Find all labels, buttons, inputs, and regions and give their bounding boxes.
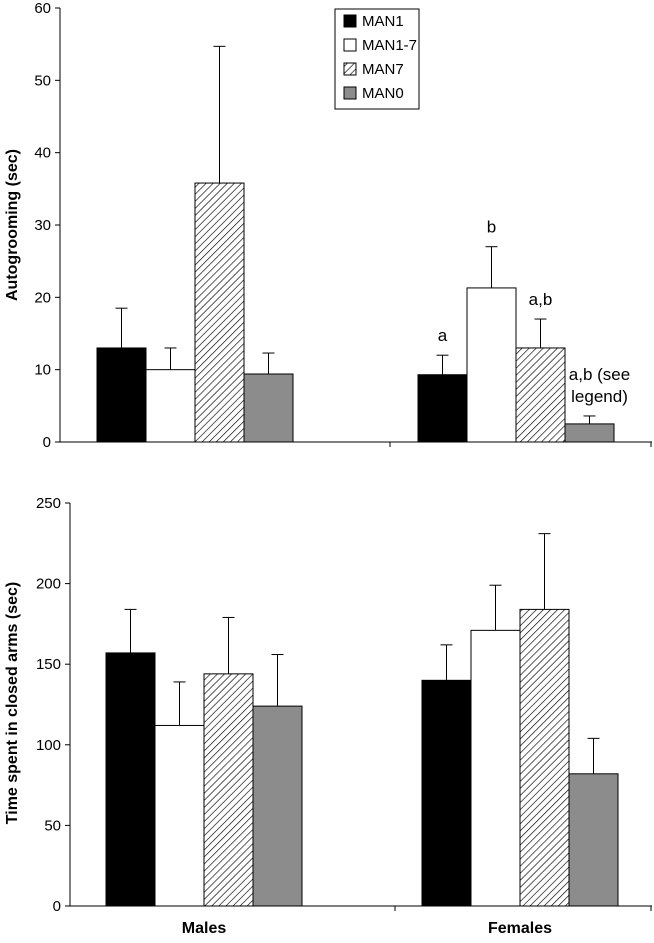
autogrooming-annotations: a b a,b a,b (see legend)	[438, 218, 630, 406]
closed-arms-bar-man0-females	[568, 773, 619, 907]
annotation-line: a	[438, 326, 448, 345]
legend-swatch-man17	[343, 38, 357, 52]
autogrooming-y-tick-label: 60	[34, 0, 51, 17]
legend-label-man0: MAN0	[362, 85, 404, 102]
autogrooming-bar-man17-males	[145, 369, 196, 443]
legend: MAN1 MAN1-7 MAN7 MAN0	[334, 8, 420, 110]
significance-annotation: a	[438, 326, 448, 345]
autogrooming-y-tick-label: 0	[43, 434, 51, 451]
legend-swatch-man7	[343, 62, 357, 76]
closed-arms-y-tick-label: 200	[36, 576, 61, 593]
legend-swatch-man1	[343, 14, 357, 28]
closed-arms-y-tick-label: 150	[36, 656, 61, 673]
annotation-line: a,b	[529, 290, 553, 309]
autogrooming-bar-man1-males	[96, 347, 147, 443]
closed-arms-bar-man17-females	[470, 629, 521, 907]
autogrooming-y-tick-label: 10	[34, 362, 51, 379]
autogrooming-bar-man17-females	[466, 287, 517, 443]
category-label-females: Females	[488, 920, 552, 937]
autogrooming-y-tick-label: 30	[34, 217, 51, 234]
significance-annotation: a,b	[529, 290, 553, 309]
autogrooming-bars	[96, 45, 615, 443]
closed-arms-bar-man17-males	[154, 724, 205, 907]
annotation-line: legend)	[571, 387, 628, 406]
annotation-line: a,b (see	[569, 365, 630, 384]
autogrooming-bar-man0-males	[243, 373, 294, 443]
legend-swatch-man0	[343, 86, 357, 100]
autogrooming-bar-man7-males	[194, 182, 245, 443]
autogrooming-chart: 0 10 20 30 40 50 60 Autogrooming (sec) a b a,b a,…	[4, 0, 652, 451]
autogrooming-y-tick-label: 40	[34, 145, 51, 162]
closed-arms-chart: 0 50 100 150 200 250 Time spent in closed arm…	[4, 495, 652, 937]
autogrooming-bar-man0-females	[564, 423, 615, 443]
category-labels: Males Females	[182, 920, 552, 937]
category-label-males: Males	[182, 920, 227, 937]
closed-arms-y-tick-label: 100	[36, 737, 61, 754]
autogrooming-y-ticks: 0 10 20 30 40 50 60	[34, 0, 60, 451]
closed-arms-y-axis-label: Time spent in closed arms (sec)	[4, 582, 21, 824]
legend-label-man7: MAN7	[362, 61, 404, 78]
closed-arms-bars	[105, 533, 619, 907]
closed-arms-y-ticks: 0 50 100 150 200 250	[36, 495, 70, 915]
autogrooming-y-tick-label: 50	[34, 72, 51, 89]
significance-annotation: a,b (see legend)	[569, 365, 630, 406]
closed-arms-bar-man1-males	[105, 652, 156, 907]
closed-arms-y-tick-label: 250	[36, 495, 61, 512]
closed-arms-y-tick-label: 0	[53, 898, 61, 915]
annotation-line: b	[487, 218, 496, 237]
closed-arms-bar-man7-females	[519, 608, 570, 907]
closed-arms-bar-man1-females	[421, 679, 472, 907]
closed-arms-bar-man0-males	[252, 705, 303, 907]
legend-label-man17: MAN1-7	[362, 37, 417, 54]
autogrooming-bar-man1-females	[417, 374, 468, 443]
closed-arms-y-tick-label: 50	[44, 817, 61, 834]
autogrooming-bar-man7-females	[515, 347, 566, 443]
legend-label-man1: MAN1	[362, 13, 404, 30]
autogrooming-y-tick-label: 20	[34, 289, 51, 306]
significance-annotation: b	[487, 218, 496, 237]
closed-arms-bar-man7-males	[203, 673, 254, 907]
autogrooming-y-axis-label: Autogrooming (sec)	[4, 149, 21, 301]
